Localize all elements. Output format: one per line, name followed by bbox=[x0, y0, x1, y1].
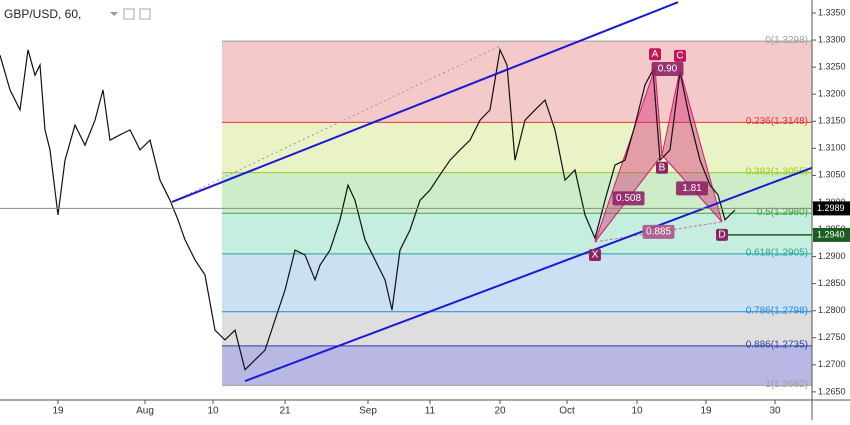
y-tick-label: 1.2700 bbox=[818, 359, 846, 369]
fib-band bbox=[222, 253, 812, 312]
y-tick-label: 1.3100 bbox=[818, 143, 846, 153]
pattern-point-box bbox=[589, 248, 601, 261]
x-tick-label: 20 bbox=[494, 406, 506, 417]
ratio-label: 1.81 bbox=[682, 183, 702, 194]
y-tick-label: 1.3250 bbox=[818, 61, 846, 71]
ratio-label: 0.90 bbox=[658, 64, 678, 75]
plot-area: 0(1.3298) 0.236(1.3148) 0.382(1.3055) 0.5(1… bbox=[0, 1, 813, 390]
fib-band bbox=[222, 345, 812, 386]
ratio-box bbox=[612, 191, 645, 206]
y-tick-label: 1.2750 bbox=[818, 332, 846, 342]
dropdown-icon[interactable] bbox=[110, 12, 118, 16]
x-tick-label: 10 bbox=[207, 406, 219, 417]
pattern-leg bbox=[594, 154, 663, 243]
dotted-trend bbox=[171, 45, 501, 203]
trend-channel-line bbox=[244, 166, 813, 382]
y-tick-label: 1.2900 bbox=[818, 251, 846, 261]
x-tick-label: 11 bbox=[425, 406, 436, 417]
y-tick-label: 1.3150 bbox=[818, 116, 846, 126]
x-tick-label: 19 bbox=[52, 406, 64, 417]
y-tick-label: 1.3350 bbox=[818, 7, 846, 17]
pattern-point-label: A bbox=[652, 49, 659, 60]
pattern-point-label: B bbox=[659, 162, 666, 173]
price-marker-label: 1.2989 bbox=[817, 203, 845, 213]
price-line bbox=[0, 47, 736, 371]
hide-icon[interactable] bbox=[139, 8, 151, 20]
pattern-point-label: C bbox=[676, 50, 683, 61]
y-tick-label: 1.2850 bbox=[818, 278, 846, 288]
x-tick-label: 30 bbox=[769, 406, 781, 417]
price-marker-box bbox=[813, 201, 850, 216]
fib-level-label: 0.618(1.2905) bbox=[746, 247, 808, 258]
x-tick-label: Oct bbox=[559, 406, 575, 417]
pattern-point-box bbox=[674, 49, 686, 62]
fib-level-label: 0.886(1.2735) bbox=[746, 340, 808, 351]
y-tick-label: 1.3300 bbox=[818, 34, 846, 44]
y-tick-label: 1.2650 bbox=[818, 386, 846, 396]
y-tick-label: 1.2800 bbox=[818, 305, 846, 315]
fib-band bbox=[222, 172, 812, 214]
fib-level-label: 0.5(1.2980) bbox=[757, 207, 808, 218]
x-tick-label: 19 bbox=[700, 406, 712, 417]
price-marker-label: 1.2940 bbox=[817, 229, 845, 239]
pattern-point-box bbox=[656, 161, 668, 174]
settings-icon[interactable] bbox=[123, 8, 135, 20]
pattern-point-box bbox=[649, 48, 661, 61]
pattern-point-label: D bbox=[718, 230, 725, 241]
x-tick-label: Sep bbox=[359, 406, 377, 417]
fib-band bbox=[222, 41, 812, 123]
fib-level-label: 0.236(1.3148) bbox=[746, 116, 808, 127]
x-tick-label: 21 bbox=[279, 406, 291, 417]
price-marker-box bbox=[813, 227, 850, 242]
fib-band bbox=[222, 311, 812, 346]
title-backdrop bbox=[2, 6, 98, 23]
pattern-point-label: X bbox=[592, 250, 599, 261]
fib-level-label: 0.786(1.2798) bbox=[746, 305, 808, 316]
pattern-point-box bbox=[716, 228, 728, 241]
y-tick-label: 1.3200 bbox=[818, 89, 846, 99]
fib-level-label: 0(1.3298) bbox=[765, 35, 808, 46]
fib-band bbox=[222, 213, 812, 254]
ratio-box bbox=[651, 62, 684, 77]
pattern-leg bbox=[594, 221, 723, 243]
ratio-box bbox=[642, 224, 675, 239]
fib-level-label: 0.382(1.3055) bbox=[746, 166, 808, 177]
x-tick-label: Aug bbox=[136, 406, 154, 417]
ratio-label: 0.508 bbox=[616, 193, 641, 204]
ratio-label: 0.885 bbox=[646, 227, 671, 238]
x-tick-label: 10 bbox=[631, 406, 643, 417]
chart-title: GBP/USD, 60, bbox=[4, 7, 81, 21]
fib-band bbox=[222, 122, 812, 173]
trend-channel-line bbox=[171, 1, 679, 203]
y-tick-label: 1.3050 bbox=[818, 170, 846, 180]
ratio-box bbox=[676, 181, 708, 196]
fib-level-label: 1(1.2662) bbox=[765, 379, 808, 390]
